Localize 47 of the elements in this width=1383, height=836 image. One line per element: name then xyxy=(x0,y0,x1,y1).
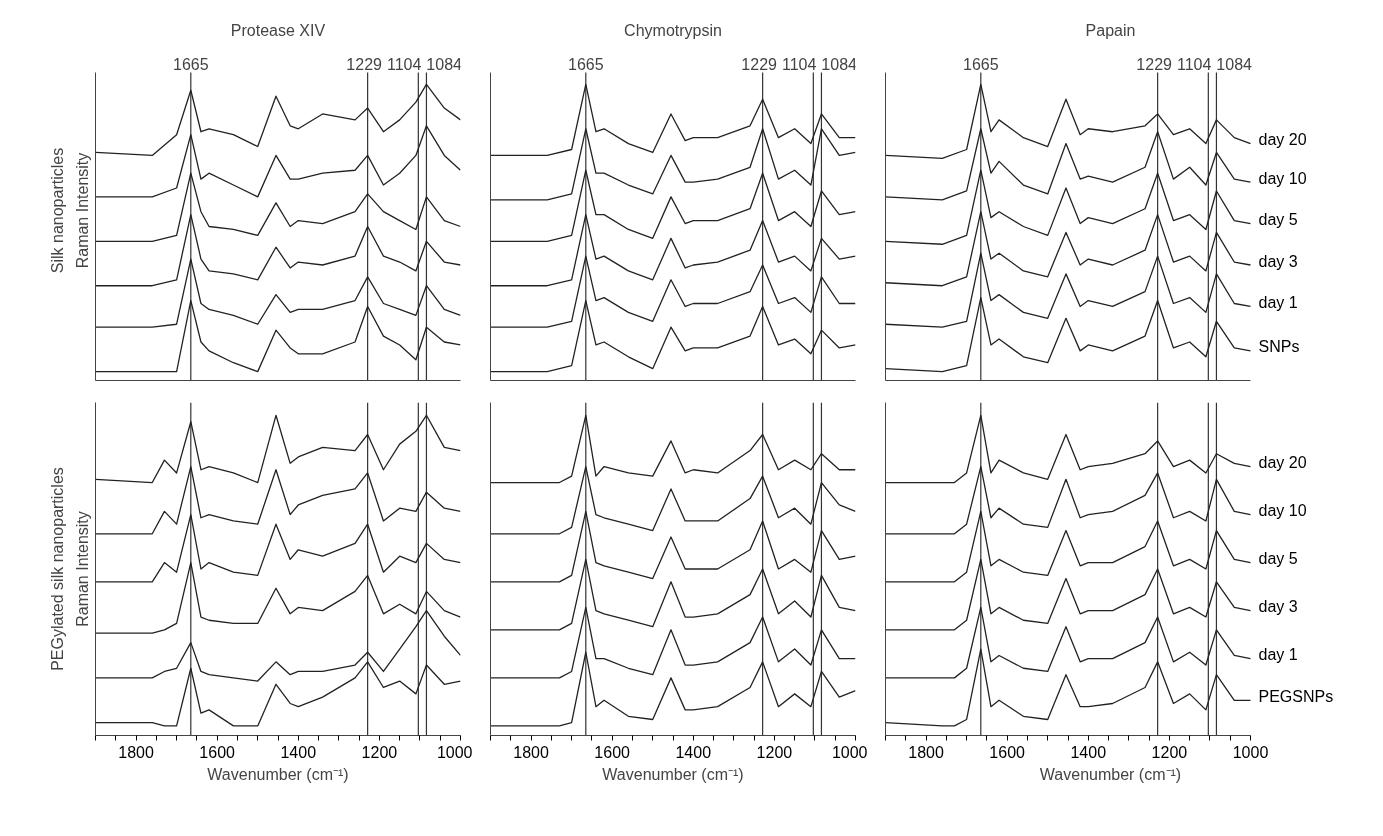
x-axis-title: Wavenumber (cm⁻¹) xyxy=(1039,765,1182,783)
series-label: day 5 xyxy=(1258,550,1298,568)
text: PEGylated silk nanoparticles xyxy=(48,467,66,671)
series-label: PEGSNPs xyxy=(1258,687,1334,705)
x-tick-label: 1200 xyxy=(361,743,398,761)
ref-line-label: 1104 xyxy=(781,55,817,73)
text: Silk nanoparticles xyxy=(48,147,66,274)
x-tick-label: 1800 xyxy=(513,743,549,761)
series-label: day 10 xyxy=(1258,502,1307,520)
ref-line-label: 1084 xyxy=(1216,55,1253,73)
x-tick-label: 1000 xyxy=(436,743,473,761)
x-tick-label: 1000 xyxy=(831,743,868,761)
y-axis-title: Raman Intensity xyxy=(73,511,91,627)
series-label: day 1 xyxy=(1258,646,1298,664)
x-tick-label: 1800 xyxy=(908,743,944,761)
series-label: day 3 xyxy=(1258,252,1298,270)
x-tick-label: 1400 xyxy=(1070,743,1107,761)
ref-line-label: 1665 xyxy=(173,55,209,73)
series-label: day 3 xyxy=(1258,598,1298,616)
series-label: day 20 xyxy=(1258,131,1307,149)
ref-line-label: 1665 xyxy=(963,55,999,73)
x-axis-title: Wavenumber (cm⁻¹) xyxy=(207,765,349,783)
x-tick-label: 1200 xyxy=(756,743,793,761)
x-tick-label: 1600 xyxy=(989,743,1026,761)
x-tick-label: 1000 xyxy=(1232,743,1269,761)
chart-title: Papain xyxy=(1085,21,1136,39)
series-label: day 1 xyxy=(1258,293,1298,311)
ref-line-label: 1104 xyxy=(386,55,422,73)
ref-line-label: 1229 xyxy=(346,55,383,73)
chart-title: Chymotrypsin xyxy=(624,21,722,39)
series-label: SNPs xyxy=(1258,338,1300,356)
series-label: day 5 xyxy=(1258,211,1298,229)
chart-title: Protease XIV xyxy=(230,21,326,39)
x-tick-label: 1600 xyxy=(199,743,236,761)
x-tick-label: 1400 xyxy=(280,743,317,761)
ref-line-label: 1104 xyxy=(1176,55,1212,73)
ref-line-label: 1229 xyxy=(1136,55,1173,73)
x-tick-label: 1600 xyxy=(594,743,631,761)
y-axis-title: Raman Intensity xyxy=(73,152,91,269)
ref-line-label: 1665 xyxy=(568,55,604,73)
series-label: day 10 xyxy=(1258,169,1307,187)
ref-line-label: 1229 xyxy=(741,55,778,73)
x-axis-title: Wavenumber (cm⁻¹) xyxy=(602,765,744,783)
series-label: day 20 xyxy=(1258,454,1307,472)
x-tick-label: 1800 xyxy=(118,743,154,761)
x-tick-label: 1200 xyxy=(1151,743,1188,761)
x-tick-label: 1400 xyxy=(675,743,712,761)
